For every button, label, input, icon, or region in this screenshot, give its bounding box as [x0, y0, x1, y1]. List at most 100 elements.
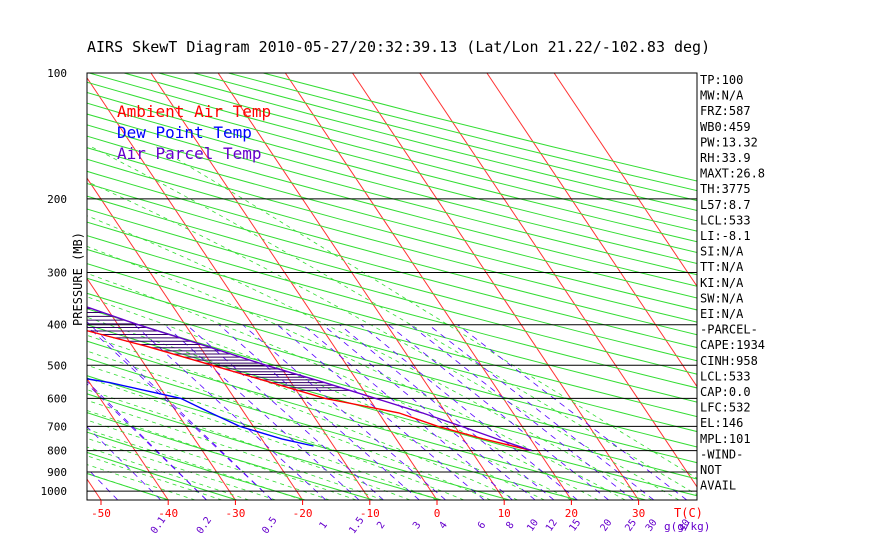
bottom-temp-tick-label: 30 — [632, 507, 645, 520]
mixing-ratio-line — [428, 324, 655, 500]
dry-adiabat-line — [87, 170, 697, 336]
pressure-tick-label: 100 — [47, 67, 67, 80]
mixing-ratio-tick-label: 8 — [504, 520, 516, 531]
dry-adiabat-line — [87, 195, 697, 362]
pressure-tick-label: 500 — [47, 359, 67, 372]
mixing-ratio-line — [87, 383, 207, 500]
mixing-ratio-tick-label: 1 — [318, 520, 330, 531]
series-line-0 — [87, 329, 532, 452]
mixing-ratio-tick-label: 10 — [525, 518, 541, 534]
mixing-ratio-line — [457, 324, 688, 500]
mixing-ratio-line — [87, 325, 273, 500]
isotherm-line — [150, 73, 438, 500]
x-axis-unit: T(C) — [674, 506, 703, 520]
index-label: CAP:0.0 — [700, 385, 751, 399]
bottom-temp-tick-label: -50 — [91, 507, 111, 520]
bottom-temp-tick-label: -20 — [293, 507, 313, 520]
legend-air-parcel-temp: Air Parcel Temp — [117, 144, 262, 163]
dry-adiabat-line — [87, 221, 697, 389]
dry-adiabat-line — [87, 412, 374, 500]
dry-adiabat-line — [87, 208, 697, 375]
mixing-ratio-line — [339, 324, 555, 500]
index-label: PW:13.32 — [700, 135, 758, 149]
pressure-tick-label: 800 — [47, 445, 67, 458]
mixing-ratio-tick-label: 12 — [544, 517, 560, 533]
index-label: LI:-8.1 — [700, 229, 751, 243]
index-label: LCL:533 — [700, 213, 751, 227]
isotherm-line — [87, 177, 304, 500]
mixing-ratio-line — [0, 73, 28, 500]
mixing-ratio-line — [242, 324, 446, 500]
moist-adiabat-line — [87, 446, 249, 500]
bottom-temp-tick-label: 0 — [434, 507, 441, 520]
dry-adiabat-line — [87, 135, 697, 299]
dry-adiabat-line — [87, 124, 697, 287]
pressure-tick-label: 200 — [47, 193, 67, 206]
mixing-ratio-line — [0, 73, 65, 500]
pressure-tick-label: 300 — [47, 267, 67, 280]
legend-ambient-air-temp: Ambient Air Temp — [117, 102, 271, 121]
sounding-series — [87, 306, 532, 452]
mixing-ratio-tick-label: 2 — [375, 520, 387, 531]
index-label: -PARCEL- — [700, 323, 758, 337]
moist-adiabat-line — [87, 296, 572, 500]
index-label: AVAIL — [700, 479, 736, 493]
index-label: EL:146 — [700, 416, 743, 430]
isotherm-line — [419, 73, 697, 488]
pressure-tick-label: 700 — [47, 420, 67, 433]
mixing-ratio-line — [87, 426, 162, 500]
mixing-ratio-tick-label: 3 — [411, 520, 423, 531]
isotherm-line — [87, 277, 236, 500]
index-label: MW:N/A — [700, 89, 744, 103]
dry-adiabat-line — [228, 73, 697, 192]
dry-adiabats — [87, 73, 697, 500]
legend: Ambient Air Temp Dew Point Temp Air Parc… — [117, 102, 271, 163]
index-label: EI:N/A — [700, 307, 744, 321]
index-label: CINH:958 — [700, 354, 758, 368]
dry-adiabat-line — [263, 73, 697, 182]
index-label: WB0:459 — [700, 120, 751, 134]
isotherm-line — [87, 377, 169, 500]
bottom-temp-tick-label: 10 — [498, 507, 511, 520]
index-label: SI:N/A — [700, 245, 744, 259]
isobars — [87, 73, 697, 492]
mixing-ratio-line — [360, 324, 578, 500]
dry-adiabat-line — [87, 158, 697, 323]
index-label: LCL:533 — [700, 369, 751, 383]
dry-adiabat-line — [87, 292, 697, 464]
dry-adiabat-line — [87, 248, 697, 418]
dry-adiabat-line — [87, 92, 697, 254]
index-label: MPL:101 — [700, 432, 751, 446]
index-label: CAPE:1934 — [700, 338, 765, 352]
bottom-temp-tick-label: -10 — [360, 507, 380, 520]
pressure-tick-label: 1000 — [41, 485, 68, 498]
series-line-2 — [87, 306, 532, 452]
index-label: L57:8.7 — [700, 198, 751, 212]
index-label: KI:N/A — [700, 276, 744, 290]
index-label: FRZ:587 — [700, 104, 751, 118]
bottom-temp-tick-label: -30 — [225, 507, 245, 520]
mixing-ratio-tick-label: 4 — [437, 520, 449, 531]
mixing-ratio-line — [388, 324, 609, 500]
isotherm-line — [352, 73, 640, 500]
dry-adiabat-line — [87, 263, 697, 433]
mixing-ratio-tick-label: 30 — [644, 517, 660, 533]
dry-adiabat-line — [87, 357, 578, 500]
mixing-ratio-line — [218, 324, 420, 500]
mixing-ratio-unit: g(g/kg) — [664, 520, 710, 533]
isotherm-line — [217, 73, 505, 500]
dry-adiabat-line — [87, 147, 697, 311]
index-label: NOT — [700, 463, 722, 477]
moist-adiabat-line — [87, 437, 276, 500]
dry-adiabat-line — [87, 183, 697, 349]
index-label: TP:100 — [700, 73, 743, 87]
index-label: MAXT:26.8 — [700, 167, 765, 181]
isotherm-line — [486, 73, 697, 388]
mixing-ratio-line — [87, 321, 273, 500]
legend-dew-point-temp: Dew Point Temp — [117, 123, 252, 142]
dry-adiabat-line — [87, 113, 697, 276]
mixing-ratio-line — [276, 324, 485, 500]
bottom-temp-tick-label: -40 — [158, 507, 178, 520]
dry-adiabat-line — [87, 235, 697, 403]
